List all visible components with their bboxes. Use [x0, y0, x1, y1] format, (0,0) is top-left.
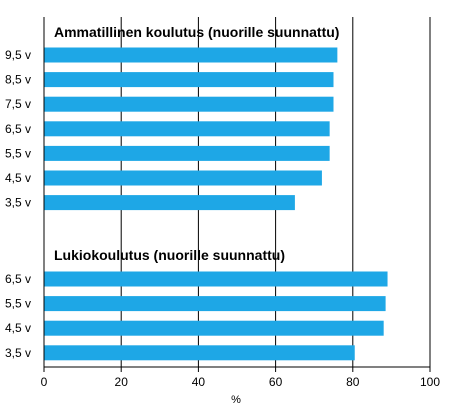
category-label: 6,5 v	[5, 272, 31, 286]
x-tick-label: 60	[269, 375, 283, 389]
bar	[44, 96, 334, 112]
category-label: 9,5 v	[5, 48, 31, 62]
bar	[44, 145, 330, 161]
bar	[44, 271, 388, 287]
x-tick-label: 80	[346, 375, 360, 389]
bar	[44, 170, 322, 186]
category-label: 5,5 v	[5, 297, 31, 311]
category-label: 4,5 v	[5, 321, 31, 335]
x-tick-label: 20	[115, 375, 129, 389]
bar	[44, 296, 386, 312]
plot-area	[44, 17, 430, 367]
bars	[44, 47, 388, 361]
category-labels: 9,5 v 8,5 v 7,5 v 6,5 v 5,5 v 4,5 v 3,5 v 6,5 v…	[5, 48, 31, 360]
category-label: 8,5 v	[5, 73, 31, 87]
x-tick-label: 40	[192, 375, 206, 389]
group-title-upper-secondary: Lukiokoulutus (nuorille suunnattu)	[54, 247, 285, 263]
category-label: 5,5 v	[5, 146, 31, 160]
category-label: 6,5 v	[5, 122, 31, 136]
category-label: 4,5 v	[5, 171, 31, 185]
category-label: 7,5 v	[5, 97, 31, 111]
category-label: 3,5 v	[5, 196, 31, 210]
category-label: 3,5 v	[5, 346, 31, 360]
x-axis-title: %	[231, 394, 241, 406]
bar	[44, 121, 330, 137]
bar	[44, 47, 338, 63]
group-title-vocational: Ammatillinen koulutus (nuorille suunnatt…	[54, 24, 339, 40]
x-tick-label: 100	[420, 375, 440, 389]
x-axis-ticks: 0 20 40 60 80 100	[41, 367, 440, 389]
bar	[44, 72, 334, 88]
bar	[44, 195, 295, 211]
bar	[44, 345, 355, 361]
x-tick-label: 0	[41, 375, 48, 389]
bar	[44, 320, 384, 336]
